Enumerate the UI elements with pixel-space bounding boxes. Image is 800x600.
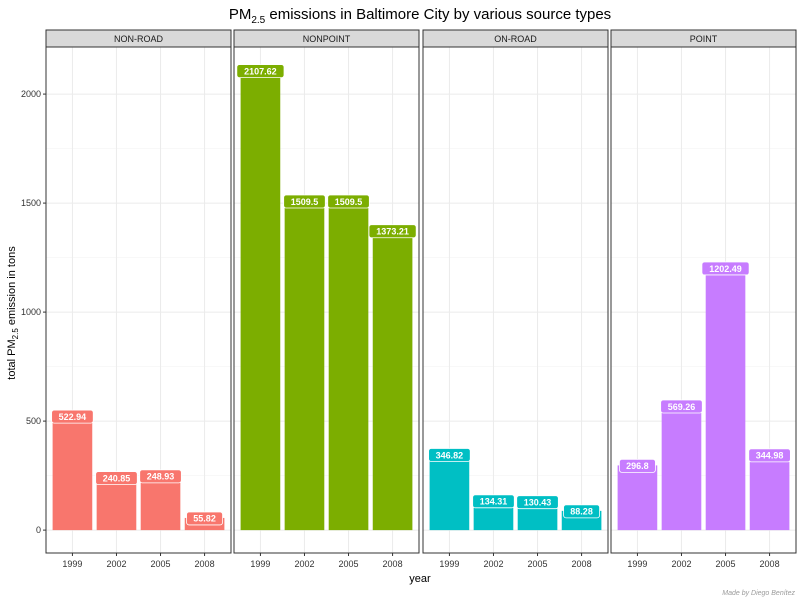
x-tick-label: 2008 <box>383 559 403 569</box>
data-label: 1202.49 <box>709 264 742 274</box>
y-tick-label: 500 <box>26 416 41 426</box>
facet-panel-point: 296.8 569.26 1202.49 344.98 POINT 1999 2002 200… <box>610 29 797 569</box>
x-tick-label: 2005 <box>716 559 736 569</box>
data-label: 522.94 <box>59 412 87 422</box>
data-label-box <box>619 459 656 473</box>
bar <box>52 416 93 531</box>
data-label-box <box>283 194 326 209</box>
data-label-box <box>186 511 223 526</box>
facet-panel-nonpoint: 2107.62 1509.5 1509.5 1373.21 NONPOINT 1999 20… <box>233 29 420 569</box>
y-axis: 0 500 1000 1500 2000 <box>21 89 46 535</box>
x-tick-label: 2008 <box>760 559 780 569</box>
facet-strip-label: NONPOINT <box>303 34 351 44</box>
bar <box>617 465 658 531</box>
y-tick-label: 2000 <box>21 89 41 99</box>
data-label-box <box>51 409 94 424</box>
facet-panel-on-road: 346.82 134.31 130.43 88.28 ON-ROAD 1999 2002 20… <box>422 29 609 569</box>
x-axis-title: year <box>409 573 431 585</box>
y-tick-label: 1000 <box>21 307 41 317</box>
bar <box>429 454 470 531</box>
facet-strip <box>610 29 797 48</box>
facet-strip-label: POINT <box>690 34 718 44</box>
facet-strip <box>45 29 232 48</box>
facet-strip-label: ON-ROAD <box>494 34 537 44</box>
data-label: 55.82 <box>193 514 216 524</box>
bar <box>328 201 369 531</box>
bar <box>372 230 413 531</box>
data-label-box <box>472 494 515 509</box>
x-tick-label: 2005 <box>528 559 548 569</box>
bar <box>240 70 281 531</box>
bar <box>284 201 325 531</box>
y-axis-title: total PM2.5 emission in tons <box>6 246 20 380</box>
data-label: 1509.5 <box>335 197 363 207</box>
x-tick-label: 1999 <box>62 559 82 569</box>
bar <box>96 477 137 531</box>
x-tick-label: 1999 <box>250 559 270 569</box>
data-label: 248.93 <box>147 472 175 482</box>
data-label: 130.43 <box>524 497 552 507</box>
x-tick-label: 2005 <box>339 559 359 569</box>
caption: Made by Diego Benítez <box>722 590 795 597</box>
data-label: 134.31 <box>480 497 508 507</box>
data-label: 296.8 <box>626 461 649 471</box>
data-label: 1373.21 <box>376 227 409 237</box>
bar <box>140 475 181 531</box>
data-label-box <box>95 471 138 486</box>
x-tick-label: 2002 <box>106 559 126 569</box>
data-label: 346.82 <box>436 450 464 460</box>
x-tick-label: 2002 <box>671 559 691 569</box>
x-tick-label: 2008 <box>572 559 592 569</box>
facet-strip <box>233 29 420 48</box>
data-label-box <box>701 261 750 276</box>
chart-title: PM2.5 emissions in Baltimore City by var… <box>229 6 611 26</box>
x-tick-label: 2005 <box>151 559 171 569</box>
bar <box>705 267 746 531</box>
data-label: 1509.5 <box>291 197 319 207</box>
data-label-box <box>139 469 182 484</box>
bar <box>661 406 702 531</box>
data-label: 88.28 <box>570 507 593 517</box>
x-tick-label: 2002 <box>483 559 503 569</box>
data-label-box <box>660 399 703 414</box>
y-tick-label: 0 <box>36 525 41 535</box>
x-tick-label: 1999 <box>627 559 647 569</box>
facet-strip-label: NON-ROAD <box>114 34 163 44</box>
facet-panel-non-road: 522.94 240.85 248.93 55.82 NON-ROAD 1999 2002 2… <box>45 29 232 569</box>
bar <box>749 454 790 531</box>
data-label-box <box>236 64 285 79</box>
data-label: 344.98 <box>756 451 784 461</box>
data-label-box <box>428 448 471 462</box>
facet-strip <box>422 29 609 48</box>
data-label-box <box>748 448 791 463</box>
data-label-box <box>516 495 559 510</box>
data-label: 240.85 <box>103 473 131 483</box>
x-tick-label: 1999 <box>439 559 459 569</box>
data-label-box <box>327 194 370 209</box>
y-tick-label: 1500 <box>21 198 41 208</box>
data-label-box <box>563 504 600 519</box>
data-label: 569.26 <box>668 402 696 412</box>
data-label-box <box>368 224 417 239</box>
data-label: 2107.62 <box>244 66 277 76</box>
x-tick-label: 2008 <box>195 559 215 569</box>
x-tick-label: 2002 <box>294 559 314 569</box>
